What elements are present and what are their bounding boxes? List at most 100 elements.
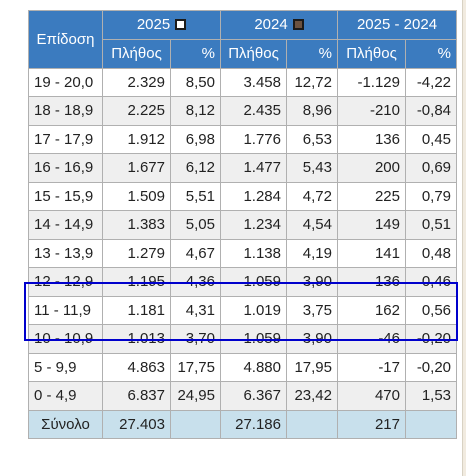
count-2025-cell: 1.181 (102, 295, 171, 325)
pct-2025-cell: 4,31 (170, 295, 221, 325)
year-2025-label: 2025 (136, 16, 171, 34)
count-2024-cell: 1.019 (220, 295, 287, 325)
count-2024-cell: 4.880 (220, 352, 287, 382)
count-2024-cell: 1.477 (220, 153, 287, 183)
pct-2024-cell: 3,90 (286, 324, 338, 354)
pct-diff-cell: 0,45 (404, 124, 458, 154)
pct-2024-cell: 4,72 (286, 181, 338, 211)
filled-checkbox-icon[interactable] (292, 19, 304, 31)
count-diff-cell: -1.129 (337, 67, 406, 97)
pct-2025-cell: 6,12 (170, 153, 221, 183)
pct-2024-cell: 8,96 (286, 96, 338, 126)
count-2025-cell: 1.013 (102, 324, 171, 354)
table-row: 11 - 11,9 1.181 4,31 1.019 3,75 162 0,56 (28, 295, 458, 325)
pct-diff-cell: -0,84 (404, 96, 458, 126)
count-diff-header: Πλήθος (337, 38, 406, 69)
table-row: 5 - 9,9 4.863 17,75 4.880 17,95 -17 -0,20 (28, 352, 458, 382)
pct-diff-cell: -0,20 (404, 352, 458, 382)
pct-2024-cell: 17,95 (286, 352, 338, 382)
count-2025-cell: 1.383 (102, 210, 171, 240)
pct-2024-cell: 23,42 (286, 381, 338, 411)
pct-2025-cell: 3,70 (170, 324, 221, 354)
year-2024-header[interactable]: 2024 (220, 10, 338, 40)
range-cell: 16 - 16,9 (28, 153, 103, 183)
table-row: 15 - 15,9 1.509 5,51 1.284 4,72 225 0,79 (28, 181, 458, 211)
pct-diff-cell: 0,51 (404, 210, 458, 240)
table-row: 14 - 14,9 1.383 5,05 1.234 4,54 149 0,51 (28, 210, 458, 240)
count-diff-cell: 225 (337, 181, 406, 211)
range-cell: 12 - 12,9 (28, 267, 103, 297)
count-diff-cell: 136 (337, 267, 406, 297)
pct-2024-cell: 12,72 (286, 67, 338, 97)
pct-2024-cell: 5,43 (286, 153, 338, 183)
table-row: 10 - 10,9 1.013 3,70 1.059 3,90 -46 -0,20 (28, 324, 458, 354)
total-pct-2024-cell (286, 409, 338, 439)
pct-2025-cell: 8,12 (170, 96, 221, 126)
count-diff-cell: -17 (337, 352, 406, 382)
range-cell: 0 - 4,9 (28, 381, 103, 411)
pct-2025-cell: 5,51 (170, 181, 221, 211)
total-label: Σύνολο (28, 409, 103, 439)
header-row-years: Επίδοση 2025 2024 2025 - 2024 (28, 10, 458, 69)
count-2024-header: Πλήθος (220, 38, 287, 69)
count-2024-cell: 2.435 (220, 96, 287, 126)
count-2024-cell: 1.234 (220, 210, 287, 240)
count-diff-cell: 136 (337, 124, 406, 154)
count-diff-cell: 200 (337, 153, 406, 183)
range-cell: 19 - 20,0 (28, 67, 103, 97)
count-diff-cell: 149 (337, 210, 406, 240)
pct-diff-cell: -0,20 (404, 324, 458, 354)
total-count-2025-cell: 27.403 (102, 409, 171, 439)
count-2025-cell: 6.837 (102, 381, 171, 411)
range-cell: 13 - 13,9 (28, 238, 103, 268)
count-2024-cell: 1.284 (220, 181, 287, 211)
count-2024-cell: 3.458 (220, 67, 287, 97)
pct-2025-cell: 8,50 (170, 67, 221, 97)
total-row: Σύνολο 27.403 27.186 217 (28, 409, 458, 439)
pct-2025-cell: 6,98 (170, 124, 221, 154)
pct-diff-header: % (404, 38, 458, 69)
count-2024-cell: 1.138 (220, 238, 287, 268)
grade-distribution-table: Επίδοση 2025 2024 2025 - 2024 Πλήθος (28, 10, 458, 439)
count-diff-cell: 470 (337, 381, 406, 411)
count-diff-cell: -46 (337, 324, 406, 354)
pct-2025-cell: 4,36 (170, 267, 221, 297)
table-row: 12 - 12,9 1.195 4,36 1.059 3,90 136 0,46 (28, 267, 458, 297)
count-2024-cell: 1.059 (220, 267, 287, 297)
pct-diff-cell: -4,22 (404, 67, 458, 97)
pct-2024-cell: 4,54 (286, 210, 338, 240)
pct-diff-cell: 0,79 (404, 181, 458, 211)
table-row: 18 - 18,9 2.225 8,12 2.435 8,96 -210 -0,84 (28, 96, 458, 126)
checkbox-icon[interactable] (175, 19, 187, 31)
total-count-diff-cell: 217 (337, 409, 406, 439)
count-2025-cell: 1.677 (102, 153, 171, 183)
range-cell: 17 - 17,9 (28, 124, 103, 154)
year-2025-header[interactable]: 2025 (102, 10, 221, 40)
count-2024-cell: 6.367 (220, 381, 287, 411)
count-diff-cell: 162 (337, 295, 406, 325)
range-cell: 5 - 9,9 (28, 352, 103, 382)
count-2025-cell: 2.225 (102, 96, 171, 126)
count-2024-cell: 1.776 (220, 124, 287, 154)
episodes-header: Επίδοση (28, 10, 103, 69)
pct-diff-cell: 0,46 (404, 267, 458, 297)
pct-diff-cell: 0,69 (404, 153, 458, 183)
pct-diff-cell: 0,48 (404, 238, 458, 268)
total-count-2024-cell: 27.186 (220, 409, 287, 439)
total-pct-2025-cell (170, 409, 221, 439)
pct-2025-header: % (170, 38, 221, 69)
table-row: 17 - 17,9 1.912 6,98 1.776 6,53 136 0,45 (28, 124, 458, 154)
pct-2025-cell: 5,05 (170, 210, 221, 240)
count-2025-cell: 1.195 (102, 267, 171, 297)
range-cell: 14 - 14,9 (28, 210, 103, 240)
pct-2025-cell: 4,67 (170, 238, 221, 268)
count-2025-cell: 1.912 (102, 124, 171, 154)
pct-2024-cell: 3,90 (286, 267, 338, 297)
pct-2025-cell: 24,95 (170, 381, 221, 411)
range-cell: 18 - 18,9 (28, 96, 103, 126)
table-row: 13 - 13,9 1.279 4,67 1.138 4,19 141 0,48 (28, 238, 458, 268)
count-diff-cell: -210 (337, 96, 406, 126)
count-2025-cell: 1.279 (102, 238, 171, 268)
year-2024-label: 2024 (254, 16, 288, 34)
header-row-subcolumns: Πλήθος % Πλήθος % Πλήθος % (29, 38, 458, 69)
